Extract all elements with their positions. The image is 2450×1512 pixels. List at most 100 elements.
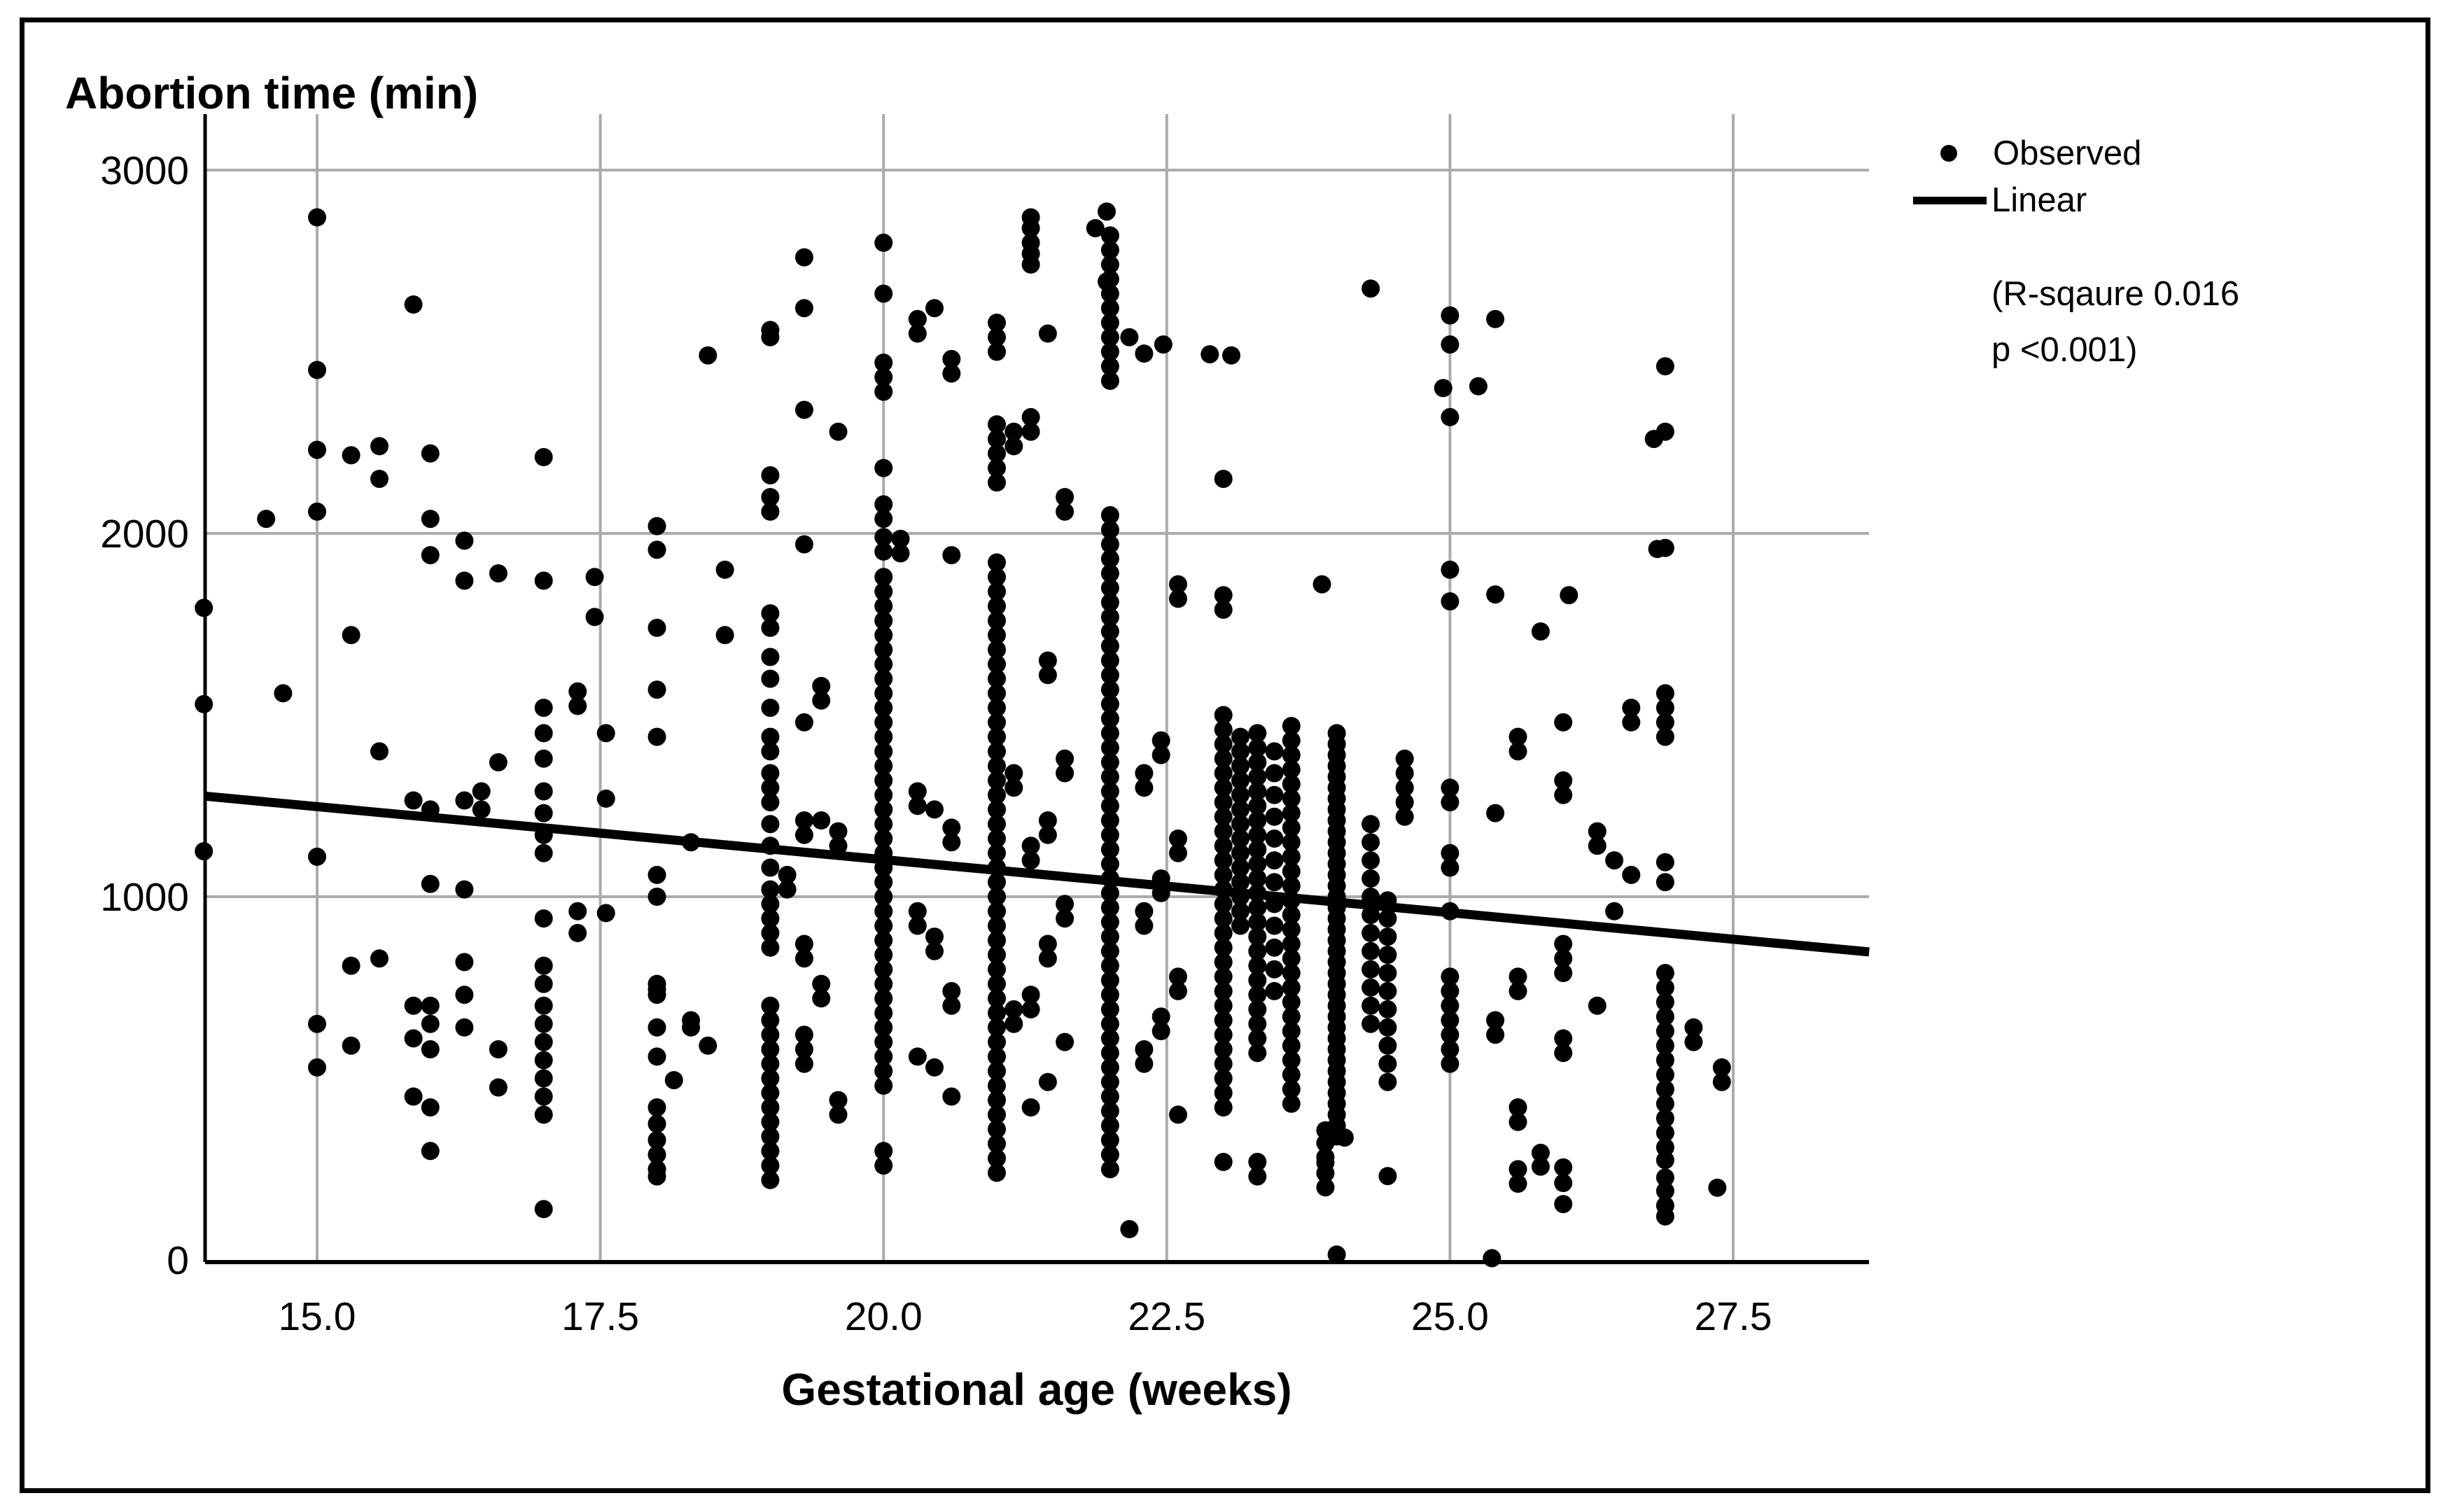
data-point	[988, 1062, 1006, 1081]
data-point	[1100, 1130, 1119, 1149]
data-point	[988, 1163, 1006, 1182]
data-point	[1120, 328, 1139, 346]
data-point	[1038, 1072, 1057, 1091]
data-point	[874, 1142, 893, 1161]
data-point	[1554, 1044, 1573, 1063]
data-point	[874, 233, 893, 252]
data-point	[1378, 1054, 1397, 1073]
data-point	[761, 1142, 780, 1161]
data-point	[874, 727, 893, 746]
data-point	[1248, 738, 1267, 757]
data-point	[1656, 727, 1674, 746]
data-point	[699, 1036, 718, 1055]
data-point	[761, 895, 780, 913]
data-point	[988, 1149, 1006, 1168]
data-point	[1231, 727, 1250, 746]
data-point	[715, 626, 734, 645]
data-point	[874, 916, 893, 935]
data-point	[874, 669, 893, 688]
data-point	[1169, 967, 1187, 986]
data-point	[534, 1051, 553, 1070]
data-point	[761, 778, 780, 797]
data-point	[988, 1134, 1006, 1153]
data-point	[1231, 888, 1250, 906]
data-point	[534, 1105, 553, 1124]
data-point	[1056, 895, 1074, 913]
data-point	[1100, 767, 1119, 786]
data-point	[1056, 909, 1074, 928]
data-point	[761, 793, 780, 812]
data-point	[195, 694, 214, 713]
data-point	[1684, 1032, 1703, 1051]
data-point	[1100, 855, 1119, 874]
data-point	[648, 1047, 666, 1066]
data-point	[682, 833, 701, 852]
data-point	[1588, 836, 1606, 855]
data-point	[761, 1011, 780, 1030]
data-point	[812, 691, 831, 710]
data-point	[1248, 883, 1267, 902]
data-point	[761, 1127, 780, 1146]
data-point	[988, 1004, 1006, 1023]
data-point	[761, 909, 780, 928]
data-point	[1214, 778, 1233, 797]
data-point	[1265, 764, 1284, 783]
data-point	[1100, 956, 1119, 975]
data-point	[1441, 858, 1460, 877]
data-point	[1135, 916, 1154, 935]
data-point	[1021, 851, 1040, 870]
data-point	[1214, 895, 1233, 913]
data-point	[1282, 891, 1301, 910]
data-point	[942, 996, 961, 1015]
data-point	[988, 960, 1006, 979]
data-point	[1100, 608, 1119, 626]
data-point	[1100, 666, 1119, 685]
data-point	[1282, 731, 1301, 750]
data-point	[761, 1026, 780, 1044]
data-point	[715, 560, 734, 579]
data-point	[1100, 520, 1119, 539]
data-point	[534, 825, 553, 844]
figure-border	[20, 18, 2430, 1493]
data-point	[874, 542, 893, 561]
data-point	[1656, 1182, 1674, 1200]
data-point	[1100, 782, 1119, 801]
data-point	[1656, 1051, 1674, 1070]
data-point	[455, 791, 474, 810]
data-point	[370, 437, 388, 456]
data-point	[942, 349, 961, 368]
data-point	[988, 654, 1006, 673]
data-point	[812, 811, 831, 830]
data-point	[1214, 1040, 1233, 1058]
data-point	[761, 618, 780, 637]
data-point	[1684, 1018, 1703, 1037]
data-point	[1265, 873, 1284, 892]
data-point	[1100, 1087, 1119, 1106]
data-point	[988, 902, 1006, 920]
data-point	[1098, 202, 1116, 221]
data-point	[1100, 883, 1119, 902]
y-tick-label: 2000	[100, 512, 189, 556]
legend-observed-marker-icon	[1940, 145, 1957, 162]
data-point	[370, 949, 388, 968]
data-point	[1021, 407, 1040, 426]
data-point	[455, 1018, 474, 1037]
data-point	[1282, 717, 1301, 736]
data-point	[648, 1114, 666, 1133]
data-point	[1362, 923, 1380, 942]
data-point	[1100, 797, 1119, 816]
data-point	[874, 368, 893, 386]
data-point	[1248, 1167, 1267, 1186]
data-point	[874, 946, 893, 964]
data-point	[794, 811, 813, 830]
data-point	[1021, 255, 1040, 274]
data-point	[1100, 226, 1119, 245]
data-point	[1248, 811, 1267, 830]
data-point	[874, 785, 893, 804]
data-point	[1214, 1098, 1233, 1116]
data-point	[761, 648, 780, 666]
data-point	[421, 874, 440, 893]
data-point	[534, 1032, 553, 1051]
data-point	[908, 309, 927, 328]
